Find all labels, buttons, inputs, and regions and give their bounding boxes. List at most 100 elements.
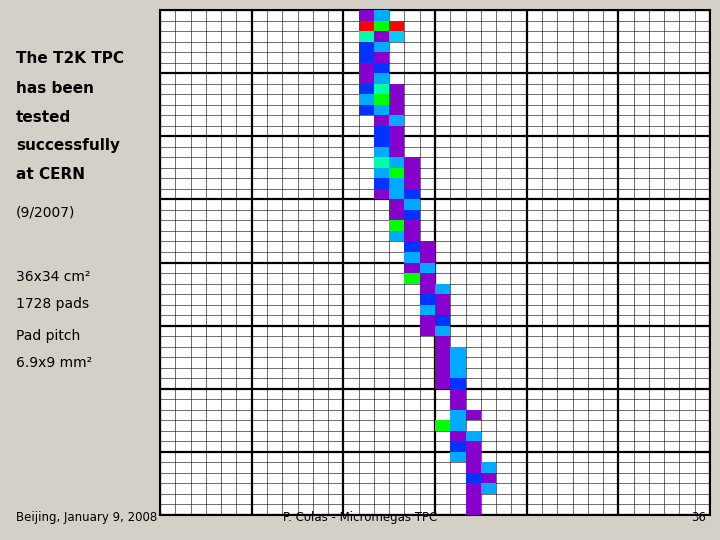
Bar — [420, 252, 435, 262]
Bar — [435, 294, 450, 305]
Bar — [466, 441, 481, 452]
Bar — [435, 326, 450, 336]
Bar — [374, 147, 390, 157]
Bar — [405, 262, 420, 273]
Bar — [374, 157, 390, 168]
Bar — [405, 252, 420, 262]
Bar — [359, 94, 374, 105]
Bar — [390, 126, 405, 136]
Bar — [374, 52, 390, 63]
Text: 1728 pads: 1728 pads — [16, 297, 89, 311]
Bar — [405, 273, 420, 284]
Text: tested: tested — [16, 110, 71, 125]
Bar — [435, 357, 450, 368]
Bar — [420, 326, 435, 336]
Bar — [359, 84, 374, 94]
Bar — [390, 147, 405, 157]
Bar — [435, 378, 450, 389]
Bar — [466, 431, 481, 441]
Bar — [359, 10, 374, 21]
Bar — [374, 73, 390, 84]
Bar — [390, 178, 405, 189]
Bar — [374, 168, 390, 178]
Bar — [450, 410, 466, 420]
Bar — [450, 399, 466, 410]
Text: Beijing, January 9, 2008: Beijing, January 9, 2008 — [16, 511, 157, 524]
Bar — [435, 368, 450, 378]
Bar — [466, 483, 481, 494]
Bar — [420, 262, 435, 273]
Bar — [420, 315, 435, 326]
Text: 36x34 cm²: 36x34 cm² — [16, 270, 90, 284]
Bar — [390, 157, 405, 168]
Bar — [374, 42, 390, 52]
Bar — [374, 10, 390, 21]
Bar — [466, 473, 481, 483]
Bar — [359, 63, 374, 73]
Bar — [450, 389, 466, 399]
Text: 6.9x9 mm²: 6.9x9 mm² — [16, 356, 92, 370]
Bar — [481, 473, 496, 483]
Bar — [359, 73, 374, 84]
Bar — [405, 168, 420, 178]
Bar — [405, 210, 420, 220]
Bar — [405, 220, 420, 231]
Bar — [481, 462, 496, 473]
Bar — [405, 231, 420, 241]
Bar — [390, 168, 405, 178]
Bar — [435, 315, 450, 326]
Bar — [374, 63, 390, 73]
Bar — [450, 357, 466, 368]
Bar — [374, 115, 390, 126]
Bar — [374, 21, 390, 31]
Bar — [420, 273, 435, 284]
Bar — [481, 483, 496, 494]
Bar — [450, 378, 466, 389]
Bar — [374, 31, 390, 42]
Bar — [466, 452, 481, 462]
Bar — [390, 84, 405, 94]
Bar — [390, 94, 405, 105]
Bar — [374, 105, 390, 115]
Bar — [374, 136, 390, 147]
Bar — [374, 178, 390, 189]
Bar — [390, 21, 405, 31]
Bar — [466, 410, 481, 420]
Bar — [466, 462, 481, 473]
Bar — [405, 241, 420, 252]
Bar — [420, 305, 435, 315]
Bar — [450, 441, 466, 452]
Text: at CERN: at CERN — [16, 167, 85, 182]
Bar — [359, 31, 374, 42]
Bar — [405, 199, 420, 210]
Bar — [420, 294, 435, 305]
Bar — [435, 347, 450, 357]
Bar — [390, 31, 405, 42]
Bar — [390, 210, 405, 220]
Bar — [390, 105, 405, 115]
Bar — [450, 420, 466, 431]
Text: P. Colas - Micromegas TPC: P. Colas - Micromegas TPC — [283, 511, 437, 524]
Bar — [374, 84, 390, 94]
Bar — [374, 189, 390, 199]
Bar — [390, 199, 405, 210]
Bar — [450, 368, 466, 378]
Bar — [435, 420, 450, 431]
Bar — [390, 231, 405, 241]
Bar — [420, 241, 435, 252]
Text: The T2K TPC: The T2K TPC — [16, 51, 124, 66]
Bar — [405, 189, 420, 199]
Bar — [466, 504, 481, 515]
Text: successfully: successfully — [16, 138, 120, 153]
Text: Pad pitch: Pad pitch — [16, 329, 80, 343]
Bar — [405, 178, 420, 189]
Text: (9/2007): (9/2007) — [16, 205, 75, 219]
Bar — [450, 347, 466, 357]
Bar — [466, 494, 481, 504]
Bar — [359, 105, 374, 115]
Bar — [390, 115, 405, 126]
Bar — [390, 220, 405, 231]
Bar — [450, 452, 466, 462]
Bar — [359, 52, 374, 63]
Bar — [420, 284, 435, 294]
